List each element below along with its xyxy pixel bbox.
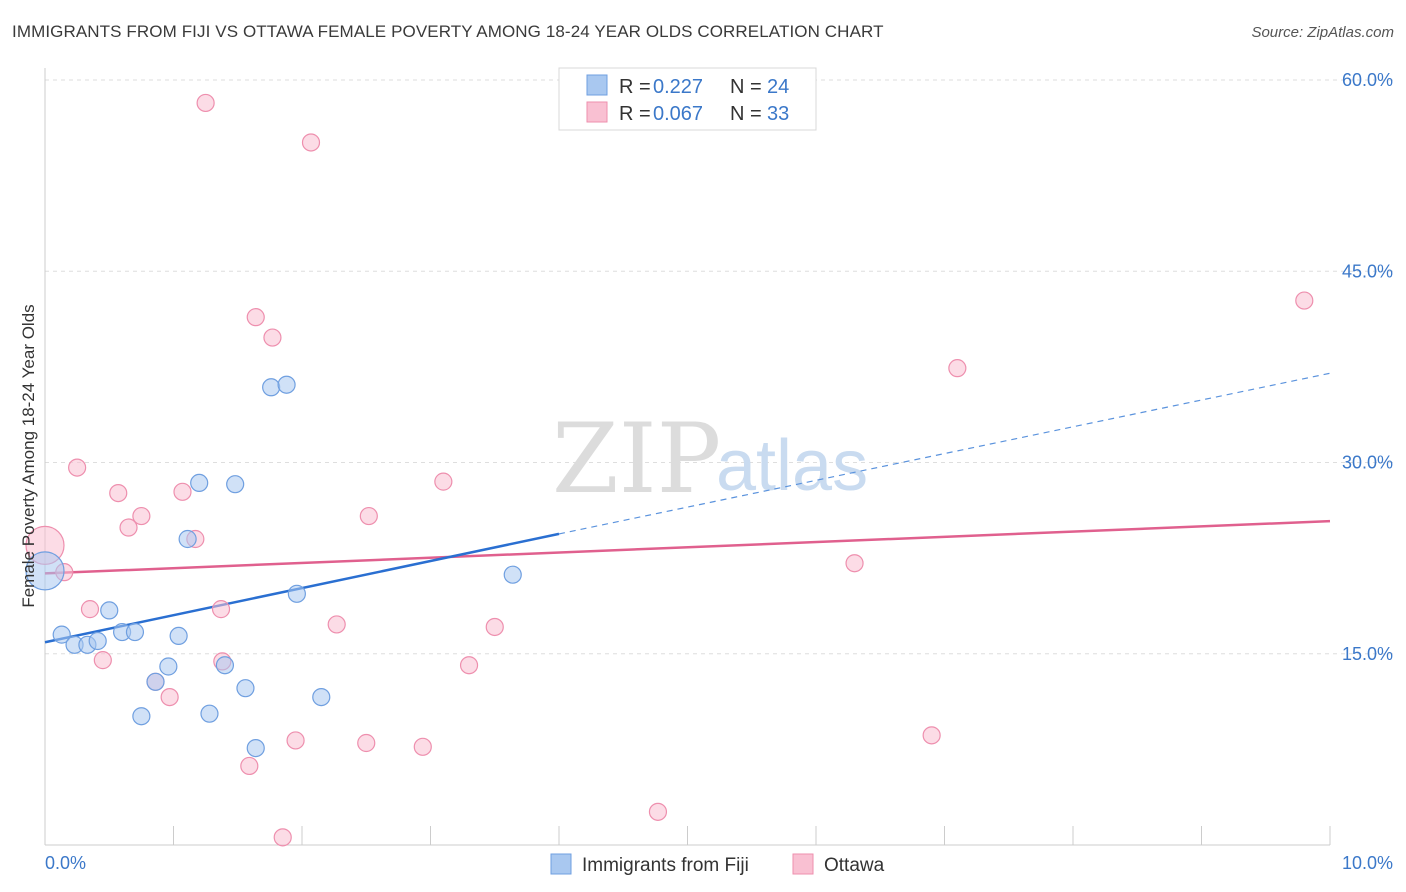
ottawa-point [485, 617, 504, 637]
fiji-point [246, 738, 265, 758]
ottawa-point [434, 472, 453, 491]
y-tick-label: 30.0% [1342, 453, 1393, 473]
ottawa-point [196, 93, 215, 113]
fiji-point [226, 475, 245, 494]
watermark-atlas: atlas [716, 426, 868, 506]
fiji-point [169, 626, 188, 646]
ottawa-point [286, 731, 305, 750]
ottawa-point [132, 506, 151, 526]
fiji-point [215, 656, 234, 675]
fiji-point [236, 679, 255, 698]
ottawa-point [109, 484, 128, 503]
fiji-point [125, 622, 145, 642]
ottawa-point [93, 651, 112, 670]
legend-r-value: 0.067 [653, 103, 703, 125]
y-tick-label: 60.0% [1342, 70, 1393, 90]
bottom-legend-label-fiji: Immigrants from Fiji [582, 855, 749, 876]
fiji-point [190, 473, 209, 492]
legend-n-value: 33 [767, 103, 789, 125]
ottawa-point [1295, 291, 1314, 310]
ottawa-point [359, 506, 378, 526]
ottawa-point [173, 482, 192, 501]
y-axis-label: Female Poverty Among 18-24 Year Olds [19, 304, 38, 607]
fiji-point [312, 687, 331, 707]
ottawa-point [922, 726, 941, 745]
ottawa-point [648, 802, 668, 821]
ottawa-point [240, 756, 259, 776]
y-tick-label: 45.0% [1342, 261, 1393, 281]
fiji-point [200, 704, 219, 723]
trend-line-ottawa [44, 519, 1331, 575]
x-tick-label: 10.0% [1342, 853, 1393, 873]
legend-r-label: R = [619, 76, 651, 98]
x-tick-labels: 0.0% 10.0% [45, 853, 1393, 873]
ottawa-point [413, 737, 432, 756]
y-tick-labels: 15.0% 30.0% 45.0% 60.0% [1342, 70, 1393, 664]
chart-title: IMMIGRANTS FROM FIJI VS OTTAWA FEMALE PO… [12, 22, 884, 41]
legend-swatch-fiji [586, 74, 608, 96]
legend-swatch-ottawa [586, 101, 608, 123]
source-credit: Source: ZipAtlas.com [1251, 24, 1394, 41]
bottom-legend-swatch-fiji [550, 853, 572, 875]
fiji-point [132, 707, 151, 726]
ottawa-point [273, 828, 292, 847]
fiji-point [146, 672, 165, 691]
data-points [25, 93, 1314, 847]
ottawa-point [301, 133, 321, 152]
legend-r-value: 0.227 [653, 76, 703, 98]
ottawa-point [459, 656, 479, 675]
legend-box: R = 0.227 N = 24 R = 0.067 N = 33 [558, 67, 817, 131]
fiji-point [100, 601, 119, 620]
fiji-point [503, 565, 522, 584]
fiji-point [178, 529, 197, 549]
ottawa-point [327, 615, 346, 634]
bottom-legend: Immigrants from Fiji Ottawa [550, 853, 885, 876]
fiji-point [287, 584, 306, 603]
ottawa-point [80, 600, 100, 619]
watermark: ZIP atlas [552, 403, 868, 515]
ottawa-point [160, 687, 179, 707]
ottawa-point [263, 328, 282, 347]
legend-n-label: N = [730, 76, 762, 98]
x-tick-label: 0.0% [45, 853, 86, 873]
ottawa-point [211, 600, 231, 619]
fiji-point [88, 631, 107, 651]
axes [44, 68, 1331, 846]
ottawa-point [357, 733, 376, 753]
legend-n-value: 24 [767, 76, 789, 98]
bottom-legend-label-ottawa: Ottawa [824, 855, 885, 876]
fiji-point [25, 551, 65, 591]
ottawa-point [246, 308, 265, 327]
fiji-point [159, 657, 178, 676]
bottom-legend-swatch-ottawa [792, 853, 814, 875]
grid-lines [45, 79, 1395, 655]
legend-r-label: R = [619, 103, 651, 125]
watermark-zip: ZIP [552, 403, 721, 515]
fiji-point [262, 378, 281, 397]
ottawa-point [68, 458, 87, 477]
ottawa-point [119, 518, 138, 537]
ottawa-point [845, 554, 864, 573]
ottawa-point [948, 359, 967, 378]
legend-n-label: N = [730, 103, 762, 125]
fiji-point [277, 375, 296, 394]
fiji-point [52, 625, 71, 644]
y-tick-label: 15.0% [1342, 644, 1393, 664]
